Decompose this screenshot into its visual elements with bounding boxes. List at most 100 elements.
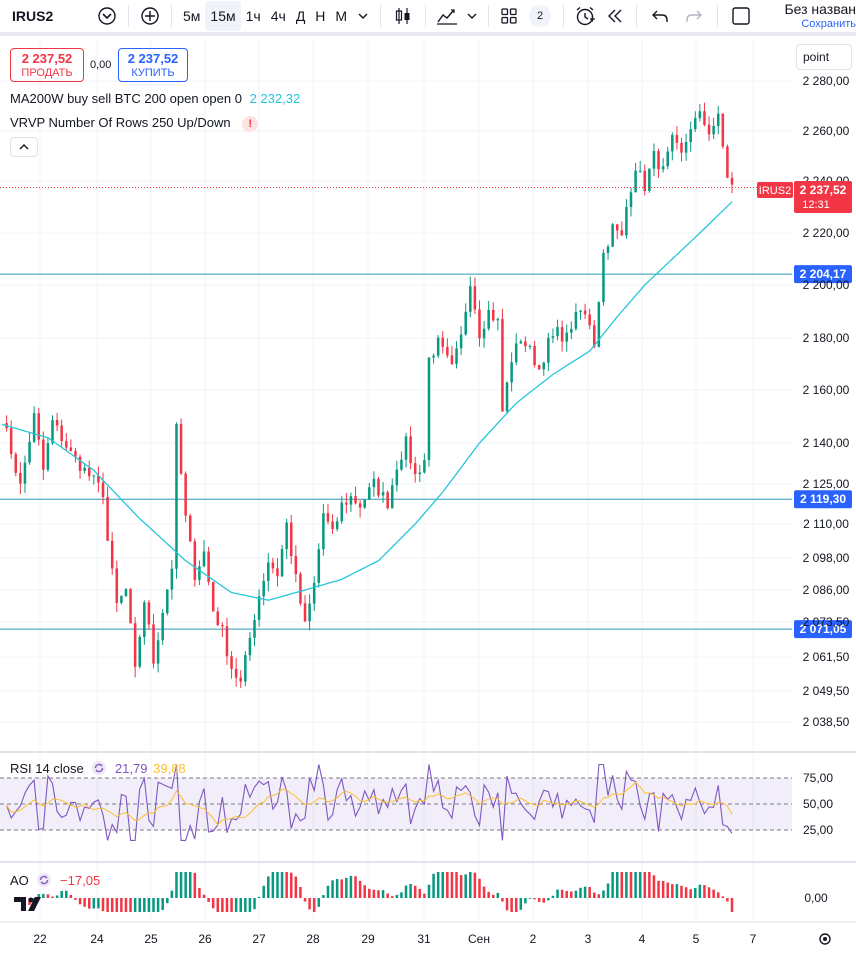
- ao-bar: [510, 898, 513, 912]
- refresh-icon[interactable]: [91, 760, 107, 776]
- horizontal-line-label-bg: [794, 620, 852, 639]
- ao-bar: [106, 898, 109, 912]
- candle-body: [381, 492, 385, 496]
- candle-body: [698, 111, 702, 119]
- replay-rewind-icon[interactable]: [600, 1, 630, 31]
- undo-icon[interactable]: [643, 1, 677, 31]
- candles-chart-type-icon[interactable]: [387, 1, 419, 31]
- candle-body: [588, 314, 591, 326]
- gear-icon[interactable]: [819, 933, 831, 945]
- candle-body: [551, 336, 555, 338]
- rsi-level-label: 75,00: [803, 771, 833, 785]
- ao-bar: [703, 885, 706, 898]
- candle-body: [611, 224, 614, 247]
- alert-clock-icon[interactable]: [570, 1, 600, 31]
- interval-1h[interactable]: 1ч: [241, 1, 266, 31]
- candle-body: [216, 611, 220, 626]
- candle-body: [211, 581, 215, 612]
- candle-body: [556, 327, 559, 337]
- interval-month[interactable]: М: [330, 1, 352, 31]
- vrvp-legend[interactable]: VRVP Number Of Rows 250 Up/Down !: [10, 115, 259, 132]
- ao-bar: [207, 898, 210, 902]
- indicators-icon[interactable]: [432, 1, 462, 31]
- ao-bar: [69, 894, 73, 898]
- save-label: Сохранить: [801, 18, 856, 30]
- save-layout-button[interactable]: Без назван Сохранить: [784, 2, 856, 32]
- layouts-count-badge[interactable]: 2: [523, 1, 557, 31]
- candle-body: [560, 327, 564, 342]
- warning-icon[interactable]: !: [242, 116, 259, 132]
- ao-bar: [115, 898, 119, 912]
- ao-bar: [657, 880, 660, 898]
- candle-body: [579, 310, 582, 312]
- horizontal-line-label: 2 071,05: [800, 622, 847, 636]
- candle-body: [436, 337, 440, 356]
- rsi-line: [6, 763, 733, 841]
- ao-histogram: 0,00: [28, 872, 828, 912]
- interval-5m[interactable]: 5м: [178, 1, 205, 31]
- indicators-dropdown-chevron-icon[interactable]: [462, 1, 482, 31]
- ao-bar: [459, 875, 463, 898]
- buy-price: 2 237,52: [127, 51, 179, 66]
- buy-button[interactable]: 2 237,52 КУПИТЬ: [118, 48, 188, 82]
- ao-legend[interactable]: AO −17,05: [10, 872, 100, 888]
- interval-4h[interactable]: 4ч: [266, 1, 291, 31]
- candle-body: [234, 668, 238, 678]
- layouts-count: 2: [529, 5, 552, 27]
- ao-bar: [579, 887, 582, 898]
- chevron-up-icon: [19, 144, 29, 150]
- layouts-grid-icon[interactable]: [495, 1, 523, 31]
- ao-bar: [556, 889, 559, 898]
- ao-bar: [570, 891, 573, 898]
- candle-body: [583, 310, 587, 315]
- candle-body: [69, 447, 73, 452]
- interval-dropdown-chevron-icon[interactable]: [352, 1, 374, 31]
- ao-bar: [514, 898, 518, 912]
- candle-body: [207, 551, 210, 582]
- ao-bar: [381, 890, 385, 898]
- candle-body: [152, 624, 155, 664]
- rsi-legend[interactable]: RSI 14 close 21,79 39,88: [10, 760, 186, 776]
- horizontal-line-label: 2 119,30: [800, 492, 846, 506]
- fullscreen-square-icon[interactable]: [724, 1, 758, 31]
- add-symbol-icon[interactable]: [135, 1, 165, 31]
- legend-collapse-button[interactable]: [10, 137, 38, 157]
- candle-body: [294, 556, 298, 574]
- candle-body: [469, 286, 472, 312]
- interval-label: 4ч: [270, 8, 286, 24]
- ma-legend[interactable]: MA200W buy sell BTC 200 open open 0 2 23…: [10, 91, 300, 106]
- price-tick-label: 2 038,50: [803, 715, 850, 729]
- ao-bar: [225, 898, 229, 912]
- point-mode-button[interactable]: point: [796, 44, 852, 70]
- compare-icon[interactable]: [92, 1, 122, 31]
- interval-15m[interactable]: 15м: [205, 1, 241, 31]
- interval-label: М: [335, 8, 348, 24]
- ao-bar: [83, 898, 86, 907]
- candle-body: [92, 475, 96, 477]
- symbol-search-button[interactable]: IRUS2: [0, 1, 92, 31]
- interval-day[interactable]: Д: [291, 1, 310, 31]
- candle-body: [716, 113, 720, 126]
- candle-body: [106, 497, 109, 541]
- candle-body: [528, 345, 532, 347]
- tradingview-logo[interactable]: [14, 897, 41, 911]
- interval-week[interactable]: Н: [310, 1, 330, 31]
- sell-button[interactable]: 2 237,52 ПРОДАТЬ: [10, 48, 84, 82]
- ao-bar: [478, 878, 481, 898]
- ao-bar: [638, 872, 642, 898]
- time-axis[interactable]: 22 24 25 26 27 28 29 31 Сен 2 3 4 5 7: [33, 932, 756, 946]
- ao-bar: [409, 883, 412, 898]
- ao-bar: [133, 898, 137, 912]
- ao-bar: [280, 872, 284, 898]
- redo-icon[interactable]: [677, 1, 711, 31]
- last-price-value: 2 237,52: [800, 183, 847, 197]
- ao-bar: [712, 889, 715, 898]
- refresh-icon[interactable]: [36, 872, 52, 888]
- ao-bar: [716, 892, 720, 898]
- ao-bar: [505, 898, 509, 911]
- candle-body: [533, 345, 536, 366]
- ao-bar: [368, 888, 371, 898]
- ao-legend-value: −17,05: [60, 873, 101, 888]
